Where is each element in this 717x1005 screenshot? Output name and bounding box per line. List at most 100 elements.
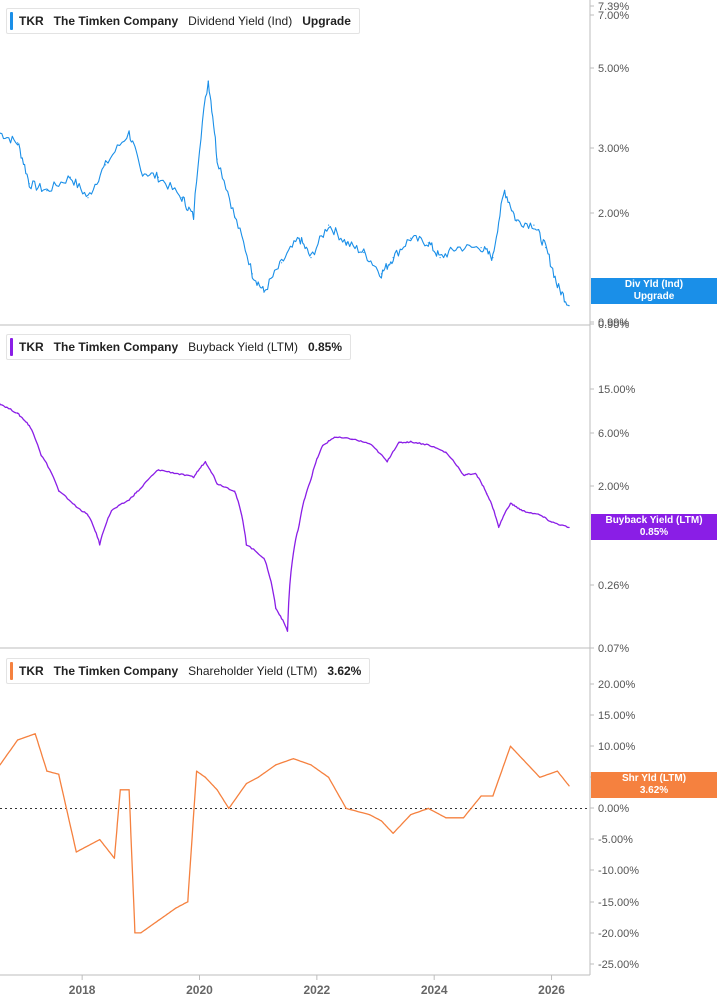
series-line-0: [0, 80, 570, 307]
data-point: [480, 247, 482, 249]
data-point: [17, 412, 19, 415]
data-point: [58, 490, 60, 492]
data-point: [539, 776, 541, 778]
data-point: [113, 857, 115, 859]
data-point: [245, 543, 247, 546]
data-point: [193, 476, 195, 478]
y-tick-label: -10.00%: [598, 865, 639, 877]
data-point: [462, 474, 465, 476]
data-point: [196, 770, 198, 772]
data-point: [345, 242, 347, 244]
data-point: [427, 444, 429, 446]
data-point: [34, 733, 36, 735]
x-tick-label: 2026: [538, 983, 565, 997]
data-point: [328, 224, 330, 226]
data-point: [568, 305, 570, 307]
data-point: [410, 814, 412, 816]
badge-label: Buyback Yield (LTM): [605, 515, 703, 526]
data-point: [175, 907, 177, 909]
data-point: [228, 807, 230, 810]
data-point: [110, 510, 113, 512]
data-point: [380, 273, 382, 275]
data-point: [439, 257, 441, 259]
legend-buyback-yield[interactable]: TKR The Timken Company Buyback Yield (LT…: [6, 334, 352, 360]
data-point: [521, 510, 523, 512]
data-point: [17, 739, 19, 741]
data-point: [263, 557, 265, 560]
series-line-2: [0, 733, 570, 934]
data-point: [204, 776, 206, 778]
y-tick-label: 0.00%: [598, 803, 629, 815]
data-point: [234, 216, 236, 218]
data-point: [58, 773, 60, 775]
data-point: [498, 526, 500, 529]
legend-ticker: TKR: [19, 664, 44, 678]
data-point: [140, 170, 142, 172]
data-point: [216, 158, 218, 160]
data-point: [556, 285, 559, 287]
y-tick-label: 2.00%: [598, 481, 629, 493]
legend-value[interactable]: Upgrade: [302, 14, 351, 28]
data-point: [204, 461, 206, 463]
data-point: [134, 932, 136, 934]
data-point: [486, 493, 488, 495]
data-point: [509, 745, 512, 747]
value-badge-dividend-yield: Div Yld (Ind) Upgrade: [591, 278, 717, 304]
data-point: [345, 807, 347, 810]
legend-value: 0.85%: [307, 340, 343, 354]
data-point: [28, 183, 30, 185]
data-point: [286, 630, 289, 632]
data-point: [281, 262, 283, 264]
data-point: [157, 919, 159, 922]
legend-dividend-yield[interactable]: TKR The Timken Company Dividend Yield (I…: [6, 8, 360, 34]
value-badge-shareholder-yield: Shr Yld (LTM) 3.62%: [591, 772, 717, 798]
value-badge-buyback-yield: Buyback Yield (LTM) 0.85%: [591, 514, 717, 540]
series-color-swatch: [10, 662, 13, 680]
legend-company: The Timken Company: [53, 340, 179, 354]
y-tick-label: 6.00%: [598, 428, 629, 440]
data-point: [386, 461, 388, 463]
y-tick-label: -15.00%: [598, 897, 639, 909]
data-point: [128, 789, 130, 791]
data-point: [392, 832, 394, 834]
data-point: [275, 764, 277, 766]
data-point: [363, 251, 365, 254]
y-tick-label: 0.07%: [598, 643, 629, 655]
series-color-swatch: [10, 12, 13, 30]
y-tick-label: 0.99%: [598, 317, 629, 329]
series-line-1: [0, 403, 570, 632]
data-point: [298, 237, 300, 239]
data-point: [333, 436, 335, 438]
data-point: [175, 472, 177, 474]
data-point: [99, 543, 101, 546]
data-point: [410, 441, 412, 443]
legend-shareholder-yield[interactable]: TKR The Timken Company Shareholder Yield…: [6, 658, 371, 684]
y-tick-label: 0.26%: [598, 580, 629, 592]
data-point: [234, 490, 236, 492]
badge-value[interactable]: Upgrade: [633, 291, 675, 302]
data-point: [140, 487, 142, 490]
badge-value: 0.85%: [639, 527, 669, 538]
data-point: [46, 190, 48, 192]
data-point: [298, 524, 300, 526]
y-tick-label: 2.00%: [598, 208, 629, 220]
data-point: [251, 273, 253, 275]
legend-metric: Buyback Yield (LTM): [188, 340, 298, 354]
data-point: [140, 932, 142, 934]
data-point: [474, 472, 476, 474]
x-tick-label: 2022: [303, 983, 330, 997]
data-point: [245, 783, 247, 785]
y-tick-label: 15.00%: [598, 384, 636, 396]
data-point: [128, 499, 130, 501]
data-point: [128, 132, 130, 134]
badge-value: 3.62%: [639, 785, 669, 796]
data-point: [369, 443, 371, 445]
data-point: [492, 257, 494, 259]
y-tick-label: -25.00%: [598, 959, 639, 971]
data-point: [533, 224, 535, 226]
data-point: [509, 502, 512, 504]
data-point: [87, 845, 89, 847]
data-point: [521, 758, 523, 760]
data-point: [181, 197, 183, 199]
data-point: [40, 454, 42, 456]
